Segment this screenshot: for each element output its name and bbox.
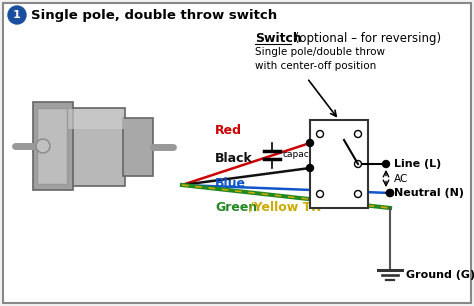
Bar — [123, 118, 153, 176]
Bar — [310, 120, 368, 208]
Circle shape — [307, 140, 313, 147]
Text: /Yellow TR: /Yellow TR — [249, 201, 321, 214]
Circle shape — [383, 161, 390, 167]
Circle shape — [317, 191, 323, 197]
Text: Black: Black — [215, 152, 253, 165]
Text: Line (L): Line (L) — [394, 159, 441, 169]
Text: 1: 1 — [13, 10, 21, 21]
Text: Ground (G): Ground (G) — [406, 270, 474, 280]
Bar — [33, 102, 73, 190]
Circle shape — [386, 189, 393, 196]
Circle shape — [317, 130, 323, 137]
Circle shape — [307, 165, 313, 171]
Text: Red: Red — [215, 124, 242, 137]
Circle shape — [355, 191, 362, 197]
Text: Green: Green — [215, 201, 257, 214]
Text: AC: AC — [394, 174, 409, 184]
Circle shape — [36, 139, 50, 153]
Text: Neutral (N): Neutral (N) — [394, 188, 464, 198]
Text: Single pole/double throw
with center-off position: Single pole/double throw with center-off… — [255, 47, 385, 71]
Circle shape — [386, 189, 393, 196]
Text: Blue: Blue — [215, 177, 246, 190]
Text: Switch: Switch — [255, 32, 302, 45]
Text: Single pole, double throw switch: Single pole, double throw switch — [31, 9, 277, 21]
Circle shape — [355, 161, 362, 167]
Text: (optional – for reversing): (optional – for reversing) — [291, 32, 441, 45]
Bar — [37, 108, 67, 184]
Text: capacitor: capacitor — [283, 150, 325, 159]
Bar — [51, 109, 124, 129]
Bar — [50, 108, 125, 186]
Circle shape — [355, 130, 362, 137]
Circle shape — [8, 6, 26, 24]
